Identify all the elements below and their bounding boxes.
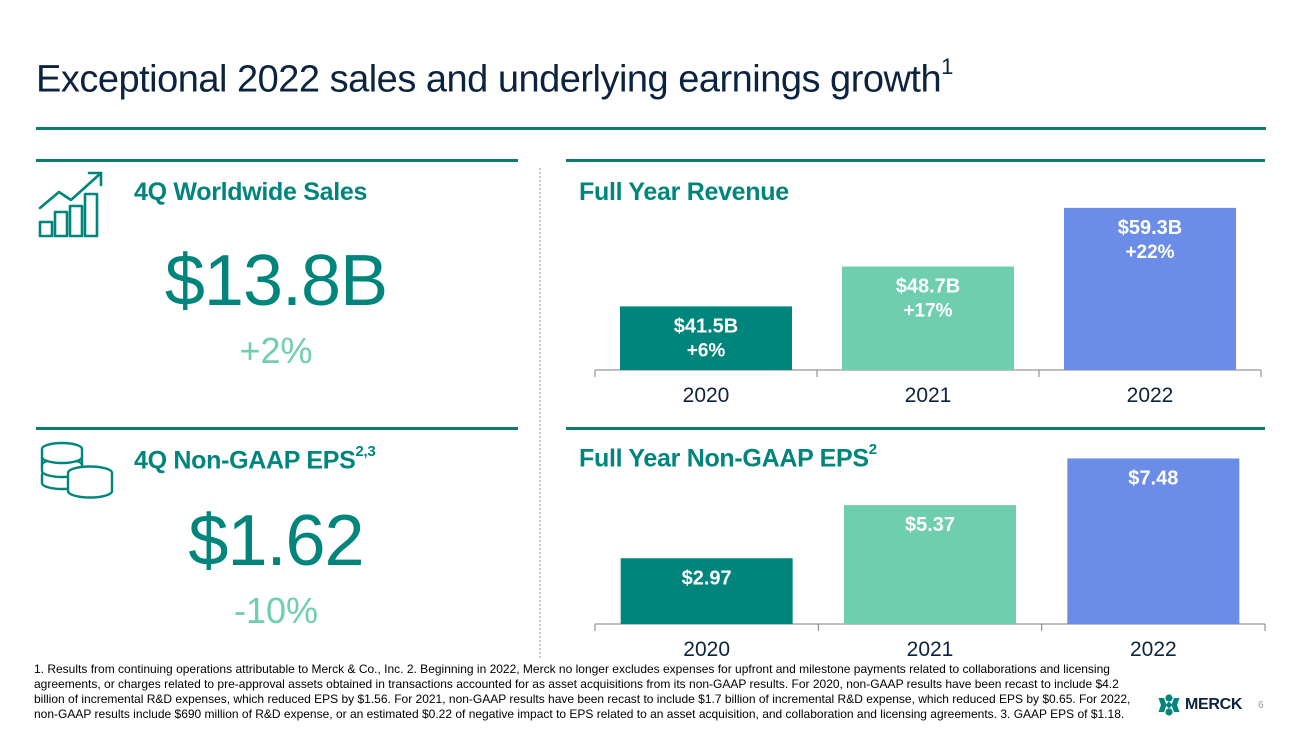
eps-chart-title: Full Year Non-GAAP EPS2 <box>579 441 877 473</box>
bar-2020 <box>620 558 793 624</box>
merck-logo: MERCK <box>1158 694 1248 716</box>
title-divider <box>36 127 1266 130</box>
eps-heading-text: 4Q Non-GAAP EPS <box>134 446 356 475</box>
revenue-chart-title: Full Year Revenue <box>579 178 789 207</box>
change-label-2021: +17% <box>903 301 952 322</box>
sales-value: $13.8B <box>164 241 388 321</box>
merck-logo-icon <box>1158 694 1180 716</box>
change-label-2020: +6% <box>687 340 726 361</box>
sales-change: +2% <box>239 330 313 371</box>
eps-chart: $2.97 2020 $5.37 2021 $7.48 2022 <box>594 458 1266 661</box>
data-label-2020: $41.5B <box>674 315 739 337</box>
eps-chart-title-footnote-ref: 2 <box>868 441 877 458</box>
slide-title-footnote-ref: 1 <box>941 54 953 79</box>
bar-2021 <box>844 505 1016 624</box>
sales-section-rule <box>36 159 518 162</box>
growth-chart-icon <box>38 171 103 238</box>
eps-change: -10% <box>233 590 319 631</box>
x-tick-label-2020: 2020 <box>683 638 730 661</box>
x-tick-label-2022: 2022 <box>1127 384 1174 407</box>
revenue-section-rule <box>566 159 1265 162</box>
slide-title: Exceptional 2022 sales and underlying ea… <box>36 54 953 102</box>
bar-2020 <box>620 306 792 370</box>
sales-heading: 4Q Worldwide Sales <box>134 178 368 206</box>
data-label-2020: $2.97 <box>682 567 732 589</box>
x-tick-label-2021: 2021 <box>905 384 952 407</box>
eps-chart-title-text: Full Year Non-GAAP EPS <box>579 444 869 473</box>
bar-2022 <box>1064 207 1236 370</box>
x-tick-label-2020: 2020 <box>683 384 730 407</box>
data-label-2022: $7.48 <box>1128 467 1178 489</box>
eps-chart-section-rule <box>566 427 1265 430</box>
column-divider <box>539 168 541 658</box>
eps-value: $1.62 <box>188 501 364 581</box>
page-number: 6 <box>1258 700 1264 711</box>
x-tick-label-2022: 2022 <box>1130 638 1177 661</box>
eps-heading-footnote-ref: 2,3 <box>355 443 376 460</box>
bar-2022 <box>1067 458 1240 624</box>
eps-section-rule <box>36 427 518 430</box>
change-label-2022: +22% <box>1125 242 1174 263</box>
revenue-chart-title-text: Full Year Revenue <box>579 178 789 206</box>
slide-title-text: Exceptional 2022 sales and underlying ea… <box>36 58 942 101</box>
x-tick-label-2021: 2021 <box>907 638 954 661</box>
data-label-2021: $5.37 <box>905 514 955 536</box>
eps-heading: 4Q Non-GAAP EPS2,3 <box>134 443 376 475</box>
revenue-chart: $41.5B +6% 2020 $48.7B +17% 2021 $59.3B +22% 202… <box>594 207 1262 407</box>
data-label-2021: $48.7B <box>896 276 961 298</box>
coins-icon <box>40 441 114 499</box>
merck-logo-text: MERCK <box>1185 696 1243 713</box>
footnote: 1. Results from continuing operations at… <box>34 662 1131 721</box>
data-label-2022: $59.3B <box>1118 217 1183 239</box>
bar-2021 <box>842 266 1014 370</box>
